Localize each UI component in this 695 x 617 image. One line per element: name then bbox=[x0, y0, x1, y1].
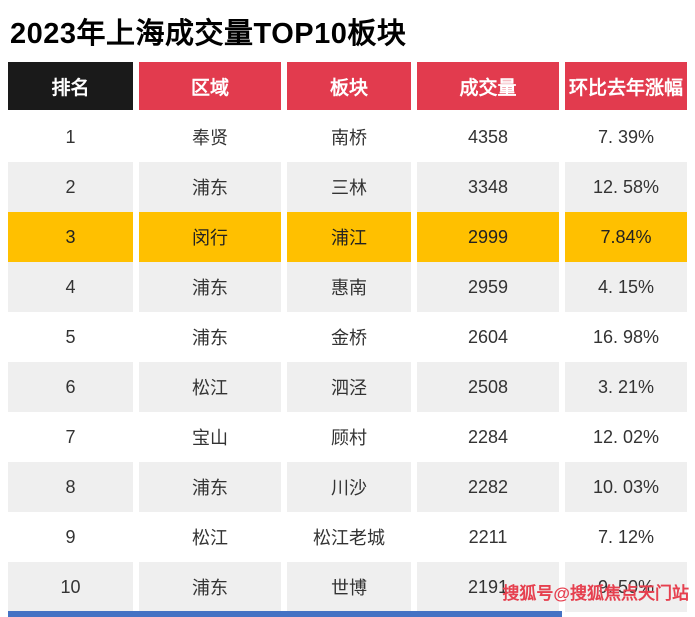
table-row: 1 奉贤 南桥 4358 7. 39% bbox=[8, 112, 687, 162]
cell-volume: 2284 bbox=[417, 412, 559, 462]
table-row: 9 松江 松江老城 2211 7. 12% bbox=[8, 512, 687, 562]
cell-plate: 泗泾 bbox=[287, 362, 411, 412]
table-row: 3 闵行 浦江 2999 7.84% bbox=[8, 212, 687, 262]
header-volume: 成交量 bbox=[417, 62, 559, 110]
cell-rank: 4 bbox=[8, 262, 133, 312]
cell-plate: 惠南 bbox=[287, 262, 411, 312]
cell-rank: 1 bbox=[8, 112, 133, 162]
table-row: 5 浦东 金桥 2604 16. 98% bbox=[8, 312, 687, 362]
table-row: 2 浦东 三林 3348 12. 58% bbox=[8, 162, 687, 212]
table-row: 10 浦东 世博 2191 9. 50% bbox=[8, 562, 687, 612]
header-yoy-change: 环比去年涨幅 bbox=[565, 62, 687, 110]
cell-region: 浦东 bbox=[139, 262, 281, 312]
table-row: 4 浦东 惠南 2959 4. 15% bbox=[8, 262, 687, 312]
cell-plate: 南桥 bbox=[287, 112, 411, 162]
cell-volume: 2282 bbox=[417, 462, 559, 512]
header-rank: 排名 bbox=[8, 62, 133, 110]
cell-volume: 2191 bbox=[417, 562, 559, 612]
cell-volume: 2211 bbox=[417, 512, 559, 562]
cell-yoy-change: 7. 39% bbox=[565, 112, 687, 162]
cell-region: 奉贤 bbox=[139, 112, 281, 162]
page-title: 2023年上海成交量TOP10板块 bbox=[10, 18, 407, 50]
cell-region: 浦东 bbox=[139, 462, 281, 512]
cell-plate: 金桥 bbox=[287, 312, 411, 362]
cell-plate: 世博 bbox=[287, 562, 411, 612]
cell-rank: 9 bbox=[8, 512, 133, 562]
cell-volume: 3348 bbox=[417, 162, 559, 212]
bottom-blue-bar bbox=[8, 611, 562, 617]
cell-plate: 川沙 bbox=[287, 462, 411, 512]
table-body: 1 奉贤 南桥 4358 7. 39% 2 浦东 三林 3348 12. 58% 3 闵行 浦江 2999… bbox=[8, 112, 687, 612]
cell-rank: 10 bbox=[8, 562, 133, 612]
watermark: 搜狐号@搜狐焦点天门站 bbox=[502, 584, 689, 603]
cell-volume: 2959 bbox=[417, 262, 559, 312]
cell-yoy-change: 3. 21% bbox=[565, 362, 687, 412]
cell-rank: 8 bbox=[8, 462, 133, 512]
cell-yoy-change: 10. 03% bbox=[565, 462, 687, 512]
header-plate: 板块 bbox=[287, 62, 411, 110]
cell-yoy-change: 16. 98% bbox=[565, 312, 687, 362]
cell-yoy-change: 9. 50% bbox=[565, 562, 687, 612]
cell-region: 浦东 bbox=[139, 162, 281, 212]
table-row: 8 浦东 川沙 2282 10. 03% bbox=[8, 462, 687, 512]
cell-plate: 浦江 bbox=[287, 212, 411, 262]
table-row: 7 宝山 顾村 2284 12. 02% bbox=[8, 412, 687, 462]
table-header-row: 排名 区域 板块 成交量 环比去年涨幅 bbox=[8, 62, 687, 110]
cell-region: 松江 bbox=[139, 362, 281, 412]
cell-yoy-change: 4. 15% bbox=[565, 262, 687, 312]
cell-region: 浦东 bbox=[139, 562, 281, 612]
cell-rank: 5 bbox=[8, 312, 133, 362]
cell-plate: 三林 bbox=[287, 162, 411, 212]
cell-rank: 2 bbox=[8, 162, 133, 212]
cell-volume: 2999 bbox=[417, 212, 559, 262]
top10-table: 排名 区域 板块 成交量 环比去年涨幅 1 奉贤 南桥 4358 7. 39% 2 浦东 三林… bbox=[8, 62, 687, 612]
cell-region: 松江 bbox=[139, 512, 281, 562]
cell-rank: 7 bbox=[8, 412, 133, 462]
cell-yoy-change: 12. 02% bbox=[565, 412, 687, 462]
cell-volume: 4358 bbox=[417, 112, 559, 162]
header-region: 区域 bbox=[139, 62, 281, 110]
cell-region: 闵行 bbox=[139, 212, 281, 262]
cell-rank: 6 bbox=[8, 362, 133, 412]
cell-plate: 顾村 bbox=[287, 412, 411, 462]
cell-yoy-change: 7. 12% bbox=[565, 512, 687, 562]
table-row: 6 松江 泗泾 2508 3. 21% bbox=[8, 362, 687, 412]
cell-plate: 松江老城 bbox=[287, 512, 411, 562]
cell-volume: 2508 bbox=[417, 362, 559, 412]
cell-yoy-change: 7.84% bbox=[565, 212, 687, 262]
cell-volume: 2604 bbox=[417, 312, 559, 362]
cell-region: 浦东 bbox=[139, 312, 281, 362]
cell-region: 宝山 bbox=[139, 412, 281, 462]
cell-yoy-change: 12. 58% bbox=[565, 162, 687, 212]
cell-rank: 3 bbox=[8, 212, 133, 262]
